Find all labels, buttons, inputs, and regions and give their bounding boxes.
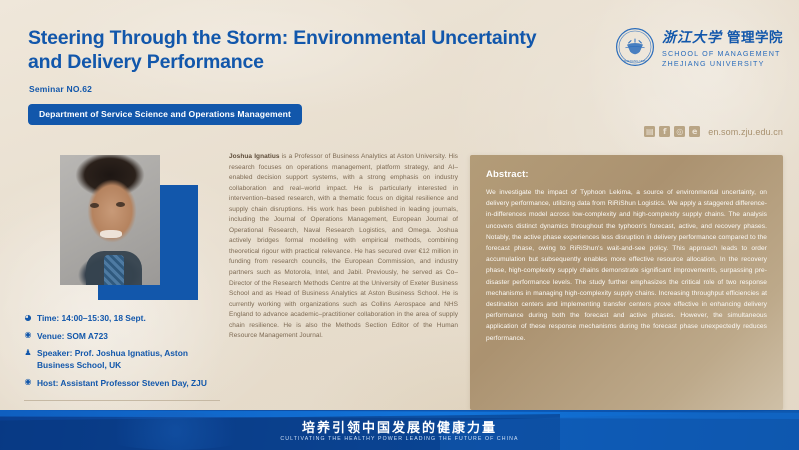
page-title: Steering Through the Storm: Environmenta… [28, 27, 537, 73]
poster-header: Steering Through the Storm: Environmenta… [0, 0, 799, 140]
wechat-qr-icon[interactable]: ▤ [644, 126, 656, 137]
footer-slogan-chinese: 培养引领中国发展的健康力量 [301, 421, 497, 436]
person-icon: ♟ [24, 347, 32, 357]
clock-icon: ◕ [24, 312, 32, 322]
zju-seal-icon: ZHEJIANG UNIV [616, 27, 654, 66]
detail-time-text: Time: 14:00–15:30, 18 Sept. [37, 313, 146, 323]
facebook-icon[interactable]: f [659, 126, 671, 137]
zju-chinese-school: 管理学院 [727, 30, 783, 46]
portrait-detail [100, 230, 122, 238]
detail-row-speaker: ♟ Speaker: Prof. Joshua Ignatius, Aston … [24, 347, 220, 371]
host-icon: ◉ [24, 377, 32, 386]
portrait-detail [104, 255, 124, 285]
instagram-icon[interactable]: ◎ [674, 126, 686, 137]
detail-row-time: ◕ Time: 14:00–15:30, 18 Sept. [24, 312, 220, 324]
department-badge: Department of Service Science and Operat… [28, 104, 302, 125]
website-url[interactable]: en.som.zju.edu.cn [708, 126, 783, 137]
zju-english-university: ZHEJIANG UNIVERSITY [662, 59, 765, 68]
location-pin-icon: ◉ [24, 330, 32, 339]
speaker-biography: Joshua Ignatius is a Professor of Busine… [229, 152, 458, 342]
detail-speaker-text: Speaker: Prof. Joshua Ignatius, Aston Bu… [37, 348, 188, 370]
abstract-panel: Abstract: We investigate the impact of T… [470, 155, 783, 410]
speaker-portrait [60, 155, 160, 285]
event-details-list: ◕ Time: 14:00–15:30, 18 Sept. ◉ Venue: S… [24, 312, 220, 394]
detail-host-text: Host: Assistant Professor Steven Day, ZJ… [37, 377, 207, 388]
portrait-detail [90, 203, 99, 208]
zju-logo-text: 浙江大学 管理学院 SCHOOL OF MANAGEMENT ZHEJIANG … [662, 26, 783, 68]
zju-english-school: SCHOOL OF MANAGEMENT [662, 49, 781, 58]
zju-chinese-university: 浙江大学 [662, 30, 722, 46]
speaker-photo-block [60, 155, 210, 305]
details-divider [24, 400, 220, 401]
zju-logo-chinese: 浙江大学 管理学院 [662, 26, 783, 47]
detail-venue-text: Venue: SOM A723 [37, 330, 108, 341]
footer-slogan-english: CULTIVATING THE HEALTHY POWER LEADING TH… [280, 436, 519, 442]
detail-row-host: ◉ Host: Assistant Professor Steven Day, … [24, 377, 220, 389]
svg-text:ZHEJIANG UNIV: ZHEJIANG UNIV [624, 59, 647, 63]
portrait-detail [116, 202, 125, 207]
weibo-icon[interactable]: e [689, 126, 701, 137]
detail-row-venue: ◉ Venue: SOM A723 [24, 330, 220, 342]
seminar-number: Seminar NO.62 [29, 84, 93, 94]
poster-footer: 培养引领中国发展的健康力量 CULTIVATING THE HEALTHY PO… [0, 410, 799, 450]
social-links-row: ▤ f ◎ e en.som.zju.edu.cn [644, 126, 783, 137]
abstract-body: We investigate the impact of Typhoon Lek… [486, 189, 767, 342]
zju-logo: ZHEJIANG UNIV 浙江大学 管理学院 SCHOOL OF MANAGE… [615, 26, 783, 68]
abstract-title: Abstract: [486, 169, 529, 180]
speaker-name: Joshua Ignatius [229, 153, 280, 160]
speaker-bio-text: is a Professor of Business Analytics at … [229, 153, 458, 340]
